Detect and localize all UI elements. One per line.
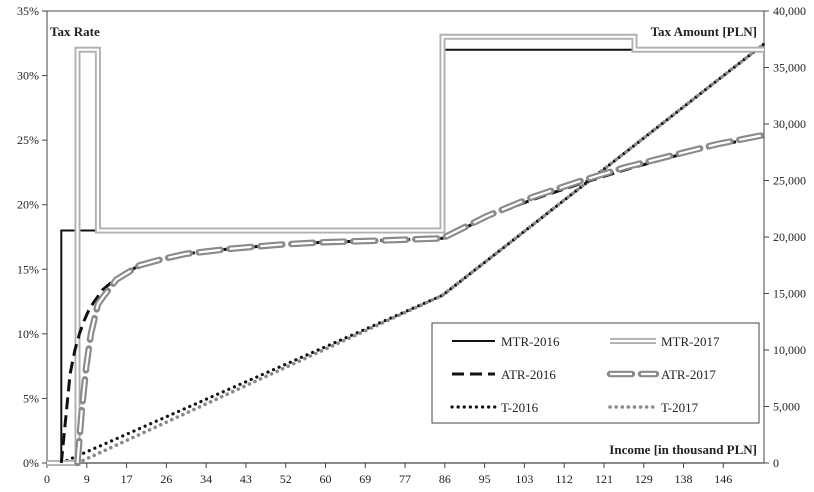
x-tick-label: 9 [84, 472, 90, 486]
x-tick-label: 77 [399, 472, 411, 486]
left-y-tick-label: 15% [17, 262, 39, 276]
left-y-tick-label: 25% [17, 133, 39, 147]
right-y-tick-label: 20,000 [773, 230, 806, 244]
left-y-tick-label: 0% [23, 456, 39, 470]
right-y-tick-label: 10,000 [773, 343, 806, 357]
x-tick-label: 112 [555, 472, 573, 486]
x-tick-label: 34 [200, 472, 212, 486]
x-tick-label: 138 [675, 472, 693, 486]
x-tick-label: 129 [635, 472, 653, 486]
legend-box [431, 322, 760, 424]
left-y-tick-label: 20% [17, 198, 39, 212]
legend-label: ATR-2016 [501, 367, 556, 382]
x-tick-label: 0 [44, 472, 50, 486]
right-y-tick-label: 25,000 [773, 174, 806, 188]
x-tick-label: 60 [319, 472, 331, 486]
left-y-tick-label: 10% [17, 327, 39, 341]
left-y-tick-label: 35% [17, 4, 39, 18]
right-y-tick-label: 15,000 [773, 287, 806, 301]
legend-item: T-2017 [608, 400, 699, 415]
series-line [47, 35, 764, 465]
legend: MTR-2016 MTR-2017 ATR-2016 ATR-2017 T-2016 T-… [431, 322, 760, 424]
series-line [75, 42, 766, 465]
left-y-tick-label: 5% [23, 391, 39, 405]
legend-label: MTR-2016 [501, 334, 560, 349]
series-mtr-2017 [47, 33, 764, 466]
right-y-axis: 0 5,000 10,000 15,000 20,000 25,000 30,000 35,0… [764, 4, 806, 470]
legend-label: ATR-2017 [661, 367, 716, 382]
legend-label: T-2017 [661, 400, 699, 415]
series-t-2017 [75, 42, 766, 465]
right-axis-title: Tax Amount [PLN] [651, 24, 757, 39]
x-tick-label: 95 [479, 472, 491, 486]
x-tick-label: 146 [714, 472, 732, 486]
x-tick-label: 17 [121, 472, 133, 486]
x-tick-label: 52 [280, 472, 292, 486]
x-axis-title: Income [in thousand PLN] [609, 442, 757, 457]
x-tick-label: 69 [359, 472, 371, 486]
legend-item: ATR-2017 [606, 367, 716, 382]
x-tick-label: 103 [515, 472, 533, 486]
right-y-tick-label: 30,000 [773, 117, 806, 131]
legend-item: MTR-2016 [452, 334, 560, 349]
legend-item: T-2016 [450, 400, 539, 415]
x-tick-label: 121 [595, 472, 613, 486]
x-tick-label: 43 [240, 472, 252, 486]
right-y-tick-label: 5,000 [773, 400, 800, 414]
legend-label: T-2016 [501, 400, 539, 415]
x-tick-label: 26 [160, 472, 172, 486]
legend-item: MTR-2017 [610, 334, 720, 349]
left-y-tick-label: 30% [17, 69, 39, 83]
x-tick-label: 86 [439, 472, 451, 486]
right-y-tick-label: 35,000 [773, 61, 806, 75]
x-axis: 0 9 17 26 34 43 52 60 69 77 86 95 103 112 121 129 138 146 [44, 462, 764, 486]
right-y-tick-label: 0 [773, 456, 779, 470]
series-layer [47, 33, 768, 467]
legend-item: ATR-2016 [452, 367, 556, 382]
left-axis-title: Tax Rate [50, 24, 100, 39]
series-line [76, 133, 765, 464]
legend-label: MTR-2017 [661, 334, 720, 349]
left-y-axis: 0% 5% 10% 15% 20% 25% 30% 35% [17, 4, 47, 470]
right-y-tick-label: 40,000 [773, 4, 806, 18]
series-atr-2017 [74, 131, 768, 467]
